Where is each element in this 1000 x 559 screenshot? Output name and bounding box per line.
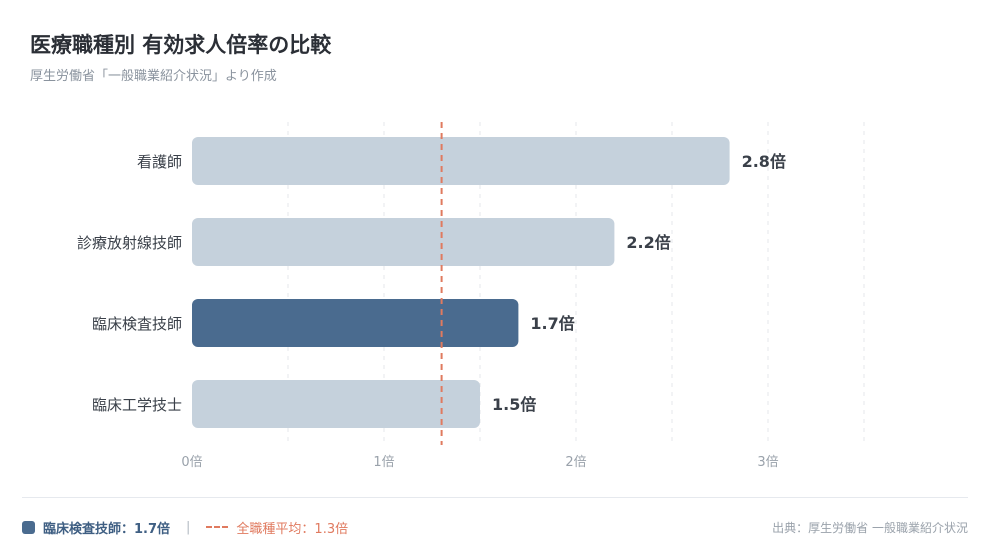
category-label: 臨床検査技師 (92, 315, 182, 333)
x-tick-label: 2倍 (565, 455, 586, 470)
x-tick-label: 3倍 (757, 455, 778, 470)
category-label: 臨床工学技士 (92, 396, 182, 414)
value-label: 1.7倍 (530, 314, 574, 333)
bar-4 (192, 380, 480, 428)
category-label: 看護師 (137, 153, 182, 171)
x-tick-label: 0倍 (181, 455, 202, 470)
chart-title: 医療職種別 有効求人倍率の比較 (30, 33, 332, 57)
chart-subtitle: 厚生労働省「一般職業紹介状況」より作成 (30, 69, 277, 84)
legend-average-dash (206, 526, 229, 528)
legend-average-label: 全職種平均：1.3倍 (236, 521, 349, 537)
legend-separator: | (186, 519, 191, 535)
bar-3 (192, 299, 519, 347)
legend-highlight-swatch (22, 520, 35, 534)
legend-highlight-label: 臨床検査技師：1.7倍 (43, 521, 171, 537)
footer-divider (22, 497, 968, 498)
value-label: 2.8倍 (742, 152, 786, 171)
bar-2 (192, 218, 615, 266)
bars (192, 137, 730, 428)
value-label: 2.2倍 (626, 233, 670, 252)
legend: 臨床検査技師：1.7倍 | 全職種平均：1.3倍 (22, 517, 348, 537)
source-note: 出典：厚生労働省 一般職業紹介状況 (772, 521, 968, 535)
bar-1 (192, 137, 730, 185)
x-tick-label: 1倍 (373, 455, 394, 470)
value-label: 1.5倍 (492, 395, 536, 414)
category-label: 診療放射線技師 (77, 234, 182, 252)
